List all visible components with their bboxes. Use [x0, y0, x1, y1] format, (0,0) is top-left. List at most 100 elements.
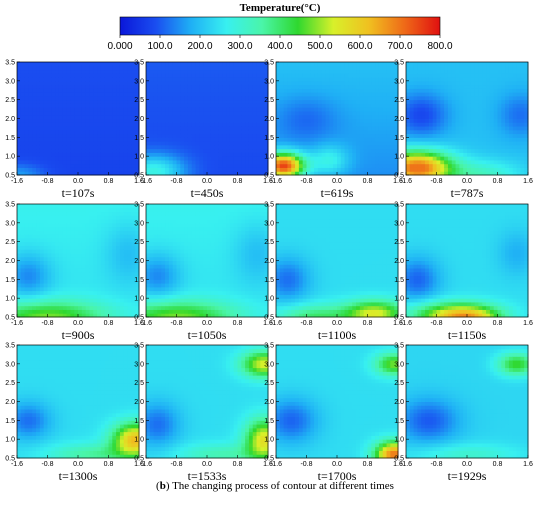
heatmap-cell — [123, 252, 129, 258]
heatmap-cell — [287, 62, 292, 67]
heatmap-cell — [89, 84, 94, 89]
heatmap-cell — [226, 95, 231, 101]
heatmap-cell — [74, 275, 79, 280]
heatmap-cell — [329, 77, 334, 82]
heatmap-cell — [298, 118, 304, 123]
heatmap-cell — [207, 118, 212, 123]
heatmap-cell — [36, 234, 41, 239]
heatmap-cell — [74, 226, 79, 231]
heatmap-cell — [89, 230, 94, 235]
heatmap-cell — [168, 133, 174, 138]
heatmap-cell — [512, 110, 518, 116]
heatmap-cell — [108, 141, 113, 146]
heatmap-cell — [55, 144, 60, 150]
heatmap-cell — [344, 114, 349, 119]
heatmap-cell — [119, 207, 125, 213]
heatmap-cell — [119, 129, 125, 135]
heatmap-cell — [168, 144, 174, 150]
heatmap-cell — [17, 95, 22, 101]
heatmap-cell — [218, 159, 223, 165]
heatmap-cell — [218, 148, 223, 153]
heatmap-cell — [291, 144, 296, 150]
heatmap-cell — [467, 88, 472, 93]
heatmap-cell — [81, 62, 87, 67]
heatmap-cell — [497, 80, 502, 86]
heatmap-cell — [524, 99, 529, 104]
heatmap-cell — [66, 152, 71, 157]
heatmap-cell — [168, 171, 174, 176]
heatmap-cell — [100, 245, 106, 250]
heatmap-cell — [264, 84, 269, 89]
heatmap-cell — [28, 126, 33, 131]
heatmap-cell — [112, 222, 117, 228]
heatmap-cell — [276, 171, 281, 176]
heatmap-cell — [214, 62, 219, 67]
heatmap-cell — [165, 156, 170, 161]
heatmap-cell — [195, 144, 200, 150]
heatmap-cell — [505, 144, 510, 150]
heatmap-cell — [489, 167, 495, 172]
heatmap-cell — [352, 88, 357, 93]
heatmap-cell — [444, 159, 449, 165]
heatmap-cell — [520, 84, 525, 89]
heatmap-cell — [375, 129, 380, 135]
heatmap-cell — [298, 92, 304, 97]
heatmap-cell — [81, 122, 87, 127]
heatmap-cell — [382, 129, 388, 135]
heatmap-cell — [20, 163, 26, 168]
heatmap-cell — [237, 84, 242, 89]
heatmap-cell — [382, 148, 388, 153]
heatmap-cell — [237, 99, 242, 104]
heatmap-cell — [93, 294, 98, 299]
heatmap-cell — [394, 122, 399, 127]
heatmap-cell — [58, 226, 64, 231]
heatmap-cell — [119, 92, 125, 97]
heatmap-cell — [51, 107, 56, 112]
heatmap-cell — [70, 211, 75, 216]
heatmap-cell — [131, 241, 136, 246]
heatmap-cell — [474, 156, 479, 161]
heatmap-cell — [131, 230, 136, 235]
heatmap-cell — [497, 110, 502, 116]
heatmap-cell — [149, 126, 155, 131]
heatmap-cell — [317, 110, 323, 116]
heatmap-cell — [78, 114, 83, 119]
heatmap-cell — [24, 275, 29, 280]
heatmap-cell — [180, 95, 185, 101]
heatmap-cell — [24, 156, 29, 161]
heatmap-cell — [310, 110, 315, 116]
heatmap-cell — [81, 290, 87, 295]
heatmap-cell — [260, 171, 265, 176]
heatmap-cell — [146, 137, 151, 142]
heatmap-cell — [135, 286, 140, 292]
heatmap-cell — [295, 73, 300, 78]
heatmap-cell — [226, 133, 231, 138]
heatmap-cell — [97, 144, 102, 150]
heatmap-cell — [409, 73, 415, 78]
heatmap-cell — [497, 144, 502, 150]
heatmap-cell — [78, 305, 83, 310]
heatmap-cell — [486, 99, 491, 104]
heatmap-cell — [378, 159, 384, 165]
heatmap-cell — [24, 268, 29, 273]
heatmap-cell — [279, 110, 285, 116]
heatmap-cell — [135, 144, 140, 150]
heatmap-cell — [413, 137, 418, 142]
heatmap-cell — [375, 141, 380, 146]
heatmap-cell — [58, 309, 64, 314]
heatmap-cell — [264, 122, 269, 127]
heatmap-cell — [459, 103, 464, 108]
heatmap-cell — [218, 107, 223, 112]
heatmap-cell — [58, 69, 64, 74]
heatmap-cell — [62, 309, 68, 314]
heatmap-cell — [165, 73, 170, 78]
heatmap-cell — [317, 141, 323, 146]
heatmap-cell — [51, 283, 56, 288]
heatmap-cell — [28, 237, 33, 243]
heatmap-cell — [436, 152, 441, 157]
heatmap-cell — [51, 126, 56, 131]
heatmap-cell — [478, 69, 483, 74]
heatmap-cell — [32, 110, 37, 116]
heatmap-cell — [505, 141, 510, 146]
heatmap-cell — [62, 122, 68, 127]
